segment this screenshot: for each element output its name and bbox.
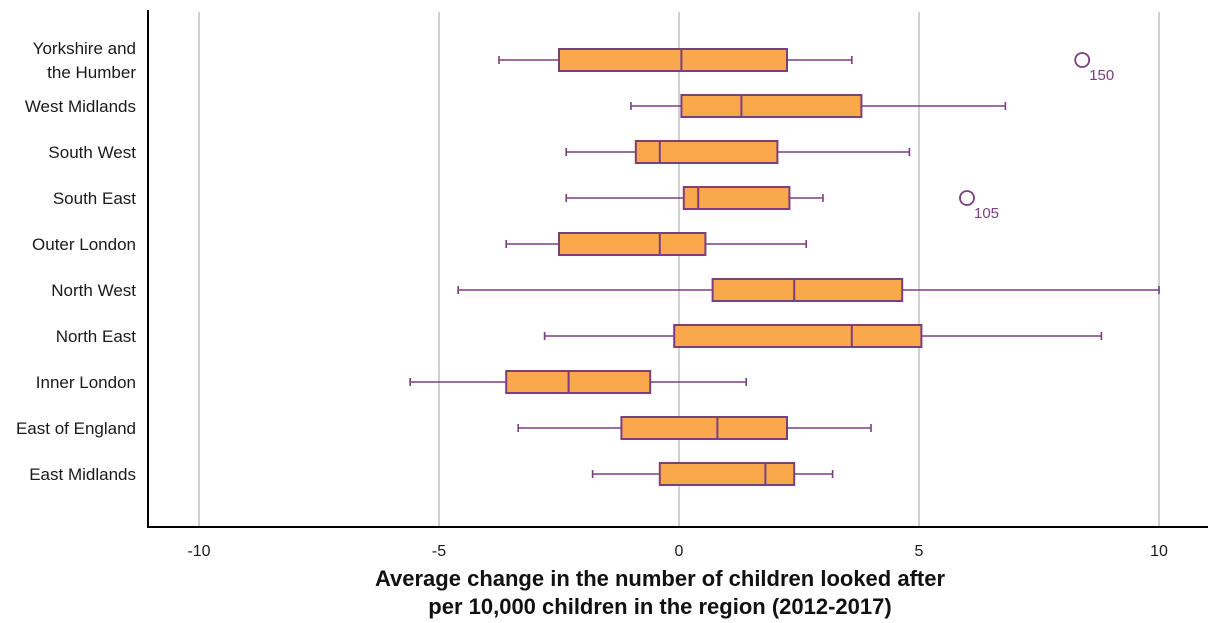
category-label: East Midlands	[29, 465, 136, 484]
category-label: East of England	[16, 419, 136, 438]
axes	[147, 10, 1208, 528]
iqr-box	[505, 370, 652, 394]
box-plot-item	[457, 278, 1160, 302]
category-label: North West	[51, 281, 136, 300]
x-tick-label: 5	[915, 543, 924, 560]
box-plot-series: 150 105	[409, 48, 1160, 486]
x-tick-label: -10	[187, 543, 210, 560]
x-axis-title-line-2: per 10,000 children in the region (2012-…	[428, 594, 891, 619]
category-label: Yorkshire and	[33, 39, 136, 58]
x-axis-title-line-1: Average change in the number of children…	[375, 566, 946, 591]
box-plot-item	[543, 324, 1103, 348]
x-tick-label: -5	[432, 543, 446, 560]
category-label: Outer London	[32, 235, 136, 254]
x-tick-labels: -10 -5 0 5 10	[187, 543, 1168, 560]
category-label: South East	[53, 189, 136, 208]
x-tick-label: 10	[1150, 543, 1168, 560]
iqr-box	[558, 48, 788, 72]
category-labels: Yorkshire and the Humber West Midlands Sout…	[16, 39, 136, 484]
category-label: West Midlands	[25, 97, 136, 116]
category-label: Inner London	[36, 373, 136, 392]
category-label: South West	[48, 143, 136, 162]
outlier-label: 105	[974, 205, 999, 222]
outlier-point	[1074, 52, 1091, 68]
box-plot-item	[517, 416, 872, 440]
iqr-box	[634, 140, 779, 164]
category-label: the Humber	[47, 63, 136, 82]
box-plot-item	[505, 232, 808, 256]
outlier-point	[959, 190, 975, 206]
iqr-box	[558, 232, 707, 256]
box-plot-item	[409, 370, 748, 394]
grid-lines	[198, 12, 1160, 527]
iqr-box	[673, 324, 923, 348]
box-plot-item	[565, 140, 911, 164]
box-plot-item: 105	[565, 186, 999, 222]
iqr-box	[620, 416, 789, 440]
iqr-box	[682, 186, 791, 210]
iqr-box	[680, 94, 863, 118]
category-label: North East	[56, 327, 137, 346]
box-plot-item	[630, 94, 1007, 118]
iqr-box	[658, 462, 796, 486]
x-tick-label: 0	[675, 543, 684, 560]
box-plot-item: 150	[498, 48, 1114, 84]
outlier-label: 150	[1089, 67, 1114, 84]
box-plot-item	[591, 462, 834, 486]
iqr-box	[711, 278, 904, 302]
